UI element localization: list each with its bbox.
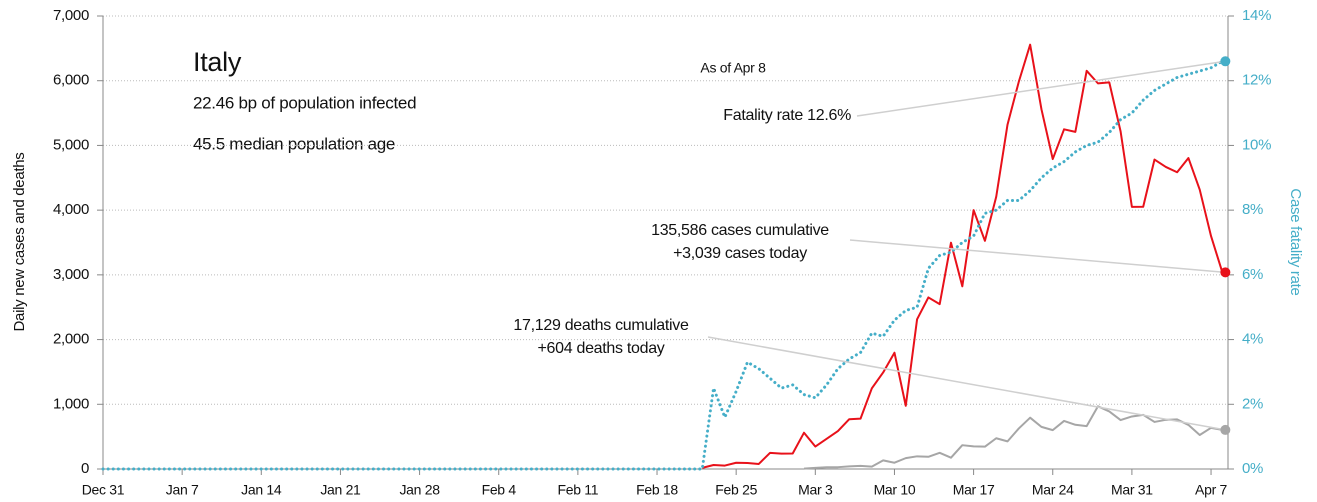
note: 22.46 bp of population infected xyxy=(193,93,416,112)
x-tick-label: Feb 25 xyxy=(715,482,757,498)
y-tick-label: 4,000 xyxy=(53,201,89,218)
y-tick-label: 0 xyxy=(81,460,89,477)
y-tick-label: 7,000 xyxy=(53,7,89,24)
x-tick-label: Apr 7 xyxy=(1195,482,1227,498)
y-tick-label: 5,000 xyxy=(53,136,89,153)
y-tick-label: 3,000 xyxy=(53,266,89,283)
series-line xyxy=(803,405,1223,470)
x-tick-label: Jan 28 xyxy=(399,482,440,498)
annotation: 135,586 cases cumulative xyxy=(651,222,829,239)
x-tick-label: Mar 31 xyxy=(1111,482,1153,498)
chart-title: Italy xyxy=(193,47,242,77)
annotation: As of Apr 8 xyxy=(700,60,766,76)
y2-tick-label: 4% xyxy=(1242,331,1263,348)
x-tick-label: Jan 14 xyxy=(241,482,282,498)
y-axis-label: Daily new cases and deaths xyxy=(11,153,28,332)
annotation: Fatality rate 12.6% xyxy=(723,107,851,124)
end-marker xyxy=(1220,267,1231,278)
y2-tick-label: 6% xyxy=(1242,266,1263,283)
series-line xyxy=(101,59,1224,471)
y2-tick-label: 10% xyxy=(1242,136,1271,153)
series-line xyxy=(702,43,1224,469)
y2-tick-label: 14% xyxy=(1242,7,1271,24)
annotation: +3,039 cases today xyxy=(673,245,807,262)
leader-line xyxy=(856,60,1226,117)
x-tick-label: Feb 11 xyxy=(557,482,598,498)
end-marker xyxy=(1220,56,1231,67)
leader-line xyxy=(707,336,1226,431)
x-tick-label: Mar 17 xyxy=(953,482,995,498)
y2-axis-label: Case fatality rate xyxy=(1287,188,1304,295)
y2-tick-label: 12% xyxy=(1242,72,1271,89)
end-marker xyxy=(1220,424,1231,435)
x-tick-label: Mar 24 xyxy=(1032,482,1074,498)
x-tick-label: Feb 18 xyxy=(636,482,678,498)
x-tick-label: Jan 21 xyxy=(320,482,361,498)
y2-tick-label: 0% xyxy=(1242,460,1263,477)
x-tick-label: Feb 4 xyxy=(482,482,517,498)
annotation: +604 deaths today xyxy=(537,340,664,357)
x-tick-label: Dec 31 xyxy=(82,482,125,498)
x-tick-label: Mar 10 xyxy=(874,482,916,498)
x-tick-label: Mar 3 xyxy=(798,482,833,498)
y2-tick-label: 2% xyxy=(1242,395,1263,412)
note: 45.5 median population age xyxy=(193,134,395,153)
annotation: 17,129 deaths cumulative xyxy=(513,317,689,334)
leader-line xyxy=(849,239,1226,274)
y-tick-label: 6,000 xyxy=(53,72,89,89)
y2-tick-label: 8% xyxy=(1242,201,1263,218)
y-tick-label: 1,000 xyxy=(53,395,89,412)
x-tick-label: Jan 7 xyxy=(166,482,199,498)
y-tick-label: 2,000 xyxy=(53,331,89,348)
